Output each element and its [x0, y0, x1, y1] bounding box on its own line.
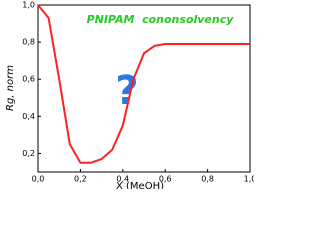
- y-tick-label: 0,8: [22, 38, 35, 47]
- x-tick-label: 0,2: [74, 175, 87, 184]
- y-tick-label: 0,2: [22, 149, 35, 158]
- x-tick-label: 0,8: [201, 175, 214, 184]
- x-tick-label: 0,6: [159, 175, 172, 184]
- x-tick-label: 0,0: [32, 175, 45, 184]
- y-tick-label: 1,0: [22, 1, 35, 10]
- y-axis-label: Rg, norm: [5, 65, 16, 111]
- x-axis-label: X (MeOH): [116, 181, 164, 189]
- annotation: PNIPAM cononsolvency: [87, 13, 235, 26]
- x-tick-label: 1,0: [244, 175, 254, 184]
- y-tick-label: 0,6: [22, 75, 35, 84]
- plot-frame: [37, 4, 251, 173]
- x-tick-label: 0,4: [116, 175, 129, 184]
- y-tick-label: 0,4: [22, 112, 35, 121]
- chart: X (MeOH) Rg, norm PNIPAM cononsolvency ?…: [5, 1, 254, 190]
- data-line: [37, 4, 250, 164]
